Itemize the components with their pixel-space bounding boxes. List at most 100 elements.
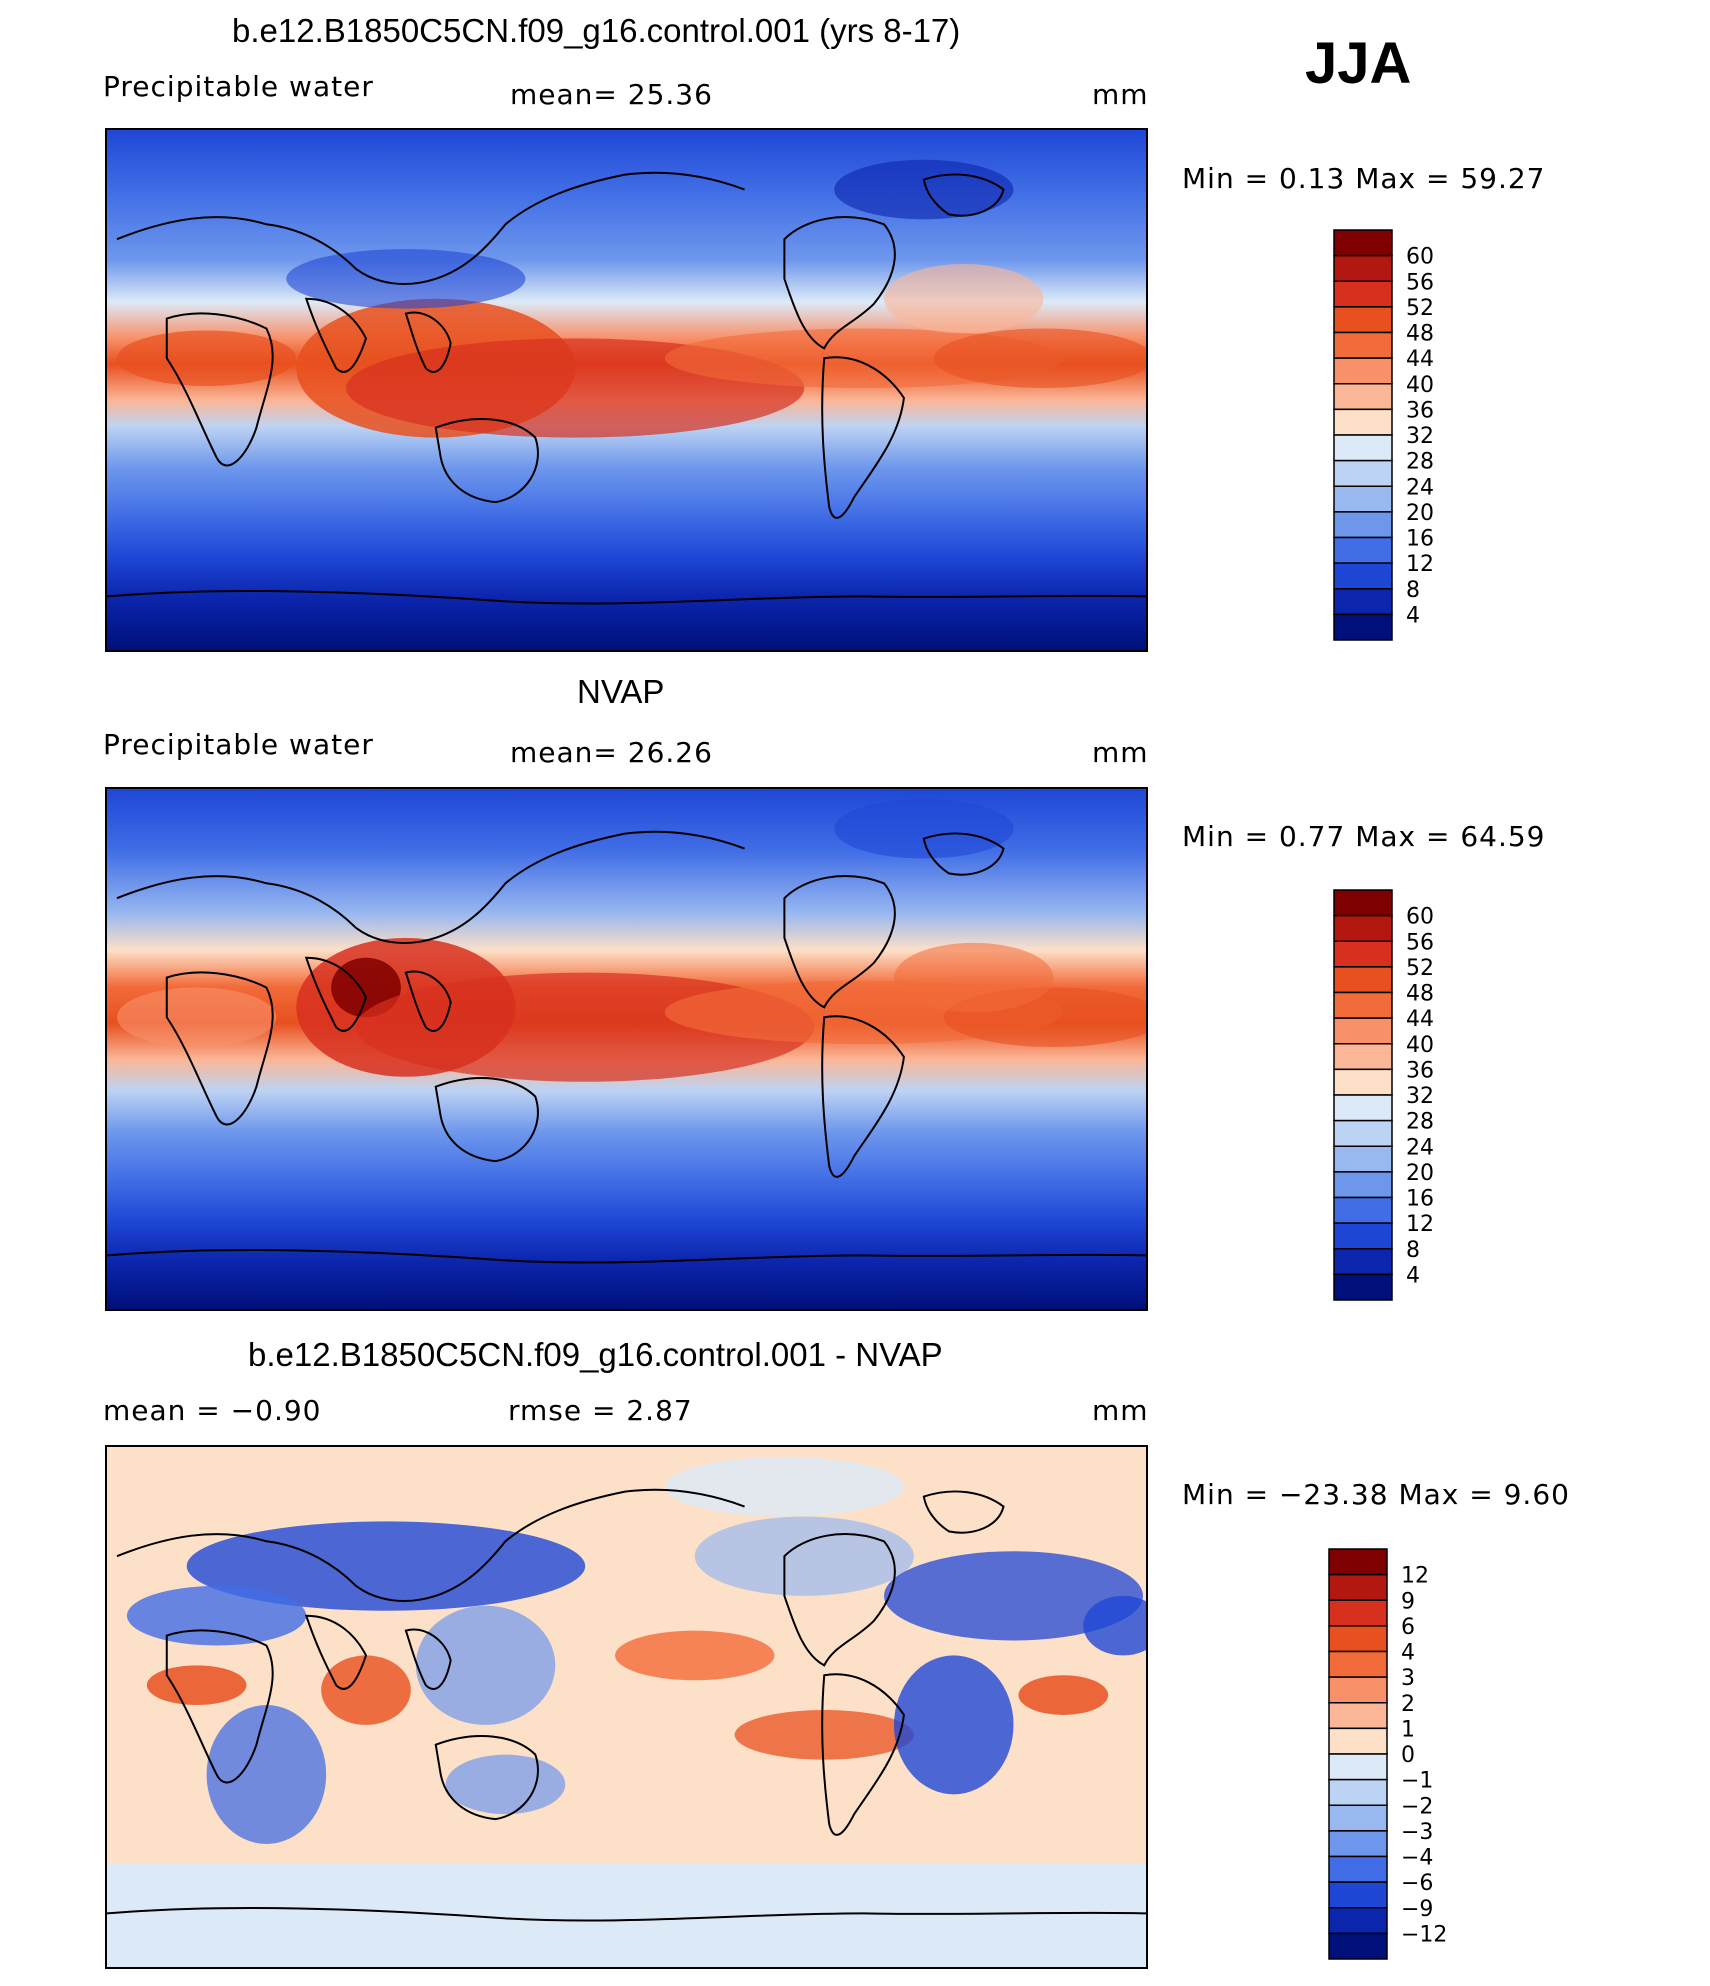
colorbar-tick-label: 0 [1401, 1743, 1415, 1768]
panel-title: b.e12.B1850C5CN.f09_g16.control.001 (yrs… [232, 12, 961, 49]
colorbar-swatch [1333, 1017, 1393, 1045]
map-svg [107, 789, 1146, 1309]
colorbar-swatch [1328, 1907, 1388, 1935]
colorbar-tick-label: 32 [1406, 424, 1434, 449]
colorbar-swatch [1333, 536, 1393, 564]
colorbar-swatch [1328, 1804, 1388, 1832]
colorbar-tick-label: 56 [1406, 930, 1434, 955]
rmse-label: rmse = 2.87 [508, 1394, 693, 1427]
colorbar-tick-label: 44 [1406, 1007, 1434, 1032]
minmax-label: Min = 0.77 Max = 64.59 [1182, 820, 1546, 853]
colorbar-tick-label: 2 [1401, 1692, 1415, 1717]
colorbar-tick-label: −3 [1401, 1820, 1433, 1845]
colorbar-tick-label: 16 [1406, 1187, 1434, 1212]
colorbar-tick-label: −12 [1401, 1922, 1447, 1947]
colorbar-swatch [1328, 1753, 1388, 1781]
colorbar-tick-label: 32 [1406, 1084, 1434, 1109]
colorbar-obs: 60 56 52 48 44 40 36 32 28 24 20 16 12 8 4 [1332, 888, 1472, 1303]
colorbar-swatch [1328, 1932, 1388, 1960]
colorbar-model: 60 56 52 48 44 40 36 32 28 24 20 16 12 8 4 [1332, 228, 1472, 643]
colorbar-swatch [1328, 1881, 1388, 1909]
colorbar-swatch [1333, 408, 1393, 436]
colorbar-tick-label: 12 [1406, 552, 1434, 577]
colorbar-swatch [1328, 1548, 1388, 1576]
colorbar-swatch [1333, 914, 1393, 942]
colorbar-tick-label: −4 [1401, 1846, 1433, 1871]
colorbar-tick-label: 52 [1406, 956, 1434, 981]
colorbar-swatch [1333, 280, 1393, 308]
colorbar-swatch [1333, 1171, 1393, 1199]
minmax-label: Min = 0.13 Max = 59.27 [1182, 162, 1546, 195]
colorbar-tick-label: 40 [1406, 373, 1434, 398]
map-svg [107, 130, 1146, 650]
colorbar-swatch [1333, 562, 1393, 590]
colorbar-tick-label: −6 [1401, 1871, 1433, 1896]
colorbar-swatch [1333, 434, 1393, 462]
colorbar-tick-label: 44 [1406, 347, 1434, 372]
colorbar-swatch [1328, 1650, 1388, 1678]
colorbar-swatch [1328, 1625, 1388, 1653]
colorbar-tick-label: 1 [1401, 1717, 1415, 1742]
coastlines [107, 171, 1146, 605]
colorbar-swatch [1333, 1094, 1393, 1122]
colorbar-tick-label: 28 [1406, 1110, 1434, 1135]
colorbar-swatch [1333, 1119, 1393, 1147]
colorbar-swatch [1333, 1043, 1393, 1071]
colorbar-swatch [1333, 331, 1393, 359]
colorbar-swatch [1328, 1573, 1388, 1601]
minmax-label: Min = −23.38 Max = 9.60 [1182, 1478, 1570, 1511]
colorbar-tick-label: 16 [1406, 527, 1434, 552]
colorbar-swatch [1328, 1676, 1388, 1704]
colorbar-swatch [1333, 1068, 1393, 1096]
colorbar-swatch [1328, 1830, 1388, 1858]
colorbar-swatch [1333, 254, 1393, 282]
mean-label: mean= 25.36 [510, 78, 713, 111]
colorbar-tick-label: −2 [1401, 1794, 1433, 1819]
units-label: mm [1092, 78, 1149, 111]
panel-title: b.e12.B1850C5CN.f09_g16.control.001 - NV… [248, 1336, 943, 1373]
colorbar-swatch [1333, 459, 1393, 487]
colorbar-tick-label: 56 [1406, 270, 1434, 295]
map-diff [105, 1445, 1148, 1969]
colorbar-tick-label: 20 [1406, 1161, 1434, 1186]
variable-label: Precipitable water [103, 70, 374, 103]
colorbar-swatch [1333, 511, 1393, 539]
colorbar-tick-label: 3 [1401, 1666, 1415, 1691]
colorbar-swatch [1328, 1599, 1388, 1627]
colorbar-tick-label: −1 [1401, 1769, 1433, 1794]
colorbar-tick-label: 48 [1406, 322, 1434, 347]
colorbar-swatch [1328, 1855, 1388, 1883]
colorbar-tick-label: 60 [1406, 905, 1434, 930]
colorbar-swatch [1333, 991, 1393, 1019]
colorbar-tick-label: 4 [1401, 1641, 1415, 1666]
colorbar-tick-label: 24 [1406, 1135, 1434, 1160]
colorbar-tick-label: 12 [1406, 1212, 1434, 1237]
colorbar-swatch [1333, 1248, 1393, 1276]
colorbar-swatch [1333, 1145, 1393, 1173]
units-label: mm [1092, 736, 1149, 769]
map-model [105, 128, 1148, 652]
colorbar-tick-label: 4 [1406, 603, 1420, 628]
colorbar-swatch [1333, 306, 1393, 334]
colorbar-tick-label: 8 [1406, 1238, 1420, 1263]
colorbar-tick-label: 40 [1406, 1033, 1434, 1058]
mean-label: mean = −0.90 [103, 1394, 322, 1427]
colorbar-tick-label: 36 [1406, 398, 1434, 423]
colorbar-tick-label: −9 [1401, 1897, 1433, 1922]
colorbar-swatch [1333, 1196, 1393, 1224]
units-label: mm [1092, 1394, 1149, 1427]
map-svg [107, 1447, 1146, 1967]
colorbar-tick-label: 4 [1406, 1263, 1420, 1288]
colorbar-tick-label: 48 [1406, 982, 1434, 1007]
variable-label: Precipitable water [103, 728, 374, 761]
colorbar-swatch [1328, 1702, 1388, 1730]
colorbar-swatch [1333, 588, 1393, 616]
colorbar-swatch [1333, 613, 1393, 641]
mean-label: mean= 26.26 [510, 736, 713, 769]
colorbar-diff: 12 9 6 4 3 2 1 0 −1 −2 −3 −4 −6 −9 −12 [1327, 1547, 1472, 1962]
colorbar-tick-label: 36 [1406, 1058, 1434, 1083]
colorbar-tick-label: 6 [1401, 1615, 1415, 1640]
colorbar-swatch [1333, 1222, 1393, 1250]
